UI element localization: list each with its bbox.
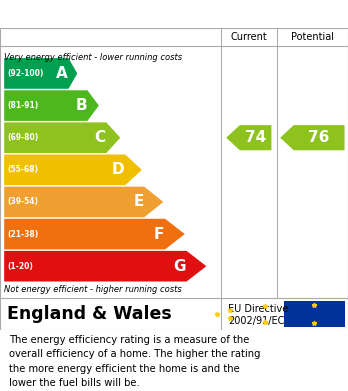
Text: E: E: [133, 194, 143, 210]
Text: England & Wales: England & Wales: [7, 305, 172, 323]
Text: (92-100): (92-100): [7, 69, 44, 78]
Text: (39-54): (39-54): [7, 197, 38, 206]
Polygon shape: [4, 90, 99, 121]
Text: Not energy efficient - higher running costs: Not energy efficient - higher running co…: [4, 285, 182, 294]
Text: Energy Efficiency Rating: Energy Efficiency Rating: [9, 7, 211, 22]
Polygon shape: [4, 58, 77, 89]
Polygon shape: [4, 154, 142, 185]
Text: The energy efficiency rating is a measure of the
overall efficiency of a home. T: The energy efficiency rating is a measur…: [9, 335, 260, 388]
Polygon shape: [4, 251, 206, 282]
Text: G: G: [173, 259, 186, 274]
Text: Current: Current: [230, 32, 267, 42]
Polygon shape: [4, 219, 185, 249]
Text: A: A: [56, 66, 68, 81]
Text: (81-91): (81-91): [7, 101, 38, 110]
Text: (1-20): (1-20): [7, 262, 33, 271]
Text: EU Directive: EU Directive: [228, 304, 288, 314]
Text: 74: 74: [245, 130, 266, 145]
Polygon shape: [226, 125, 271, 150]
Bar: [284, 301, 345, 327]
Text: 76: 76: [308, 130, 330, 145]
Text: 2002/91/EC: 2002/91/EC: [228, 316, 284, 326]
Text: D: D: [112, 162, 125, 178]
Polygon shape: [4, 122, 120, 153]
Text: Potential: Potential: [291, 32, 334, 42]
Text: F: F: [154, 226, 164, 242]
Text: Very energy efficient - lower running costs: Very energy efficient - lower running co…: [4, 53, 182, 62]
Text: B: B: [75, 98, 87, 113]
Text: (69-80): (69-80): [7, 133, 38, 142]
Text: (55-68): (55-68): [7, 165, 38, 174]
Text: C: C: [95, 130, 106, 145]
Text: (21-38): (21-38): [7, 230, 38, 239]
Polygon shape: [4, 187, 163, 217]
Polygon shape: [280, 125, 345, 150]
